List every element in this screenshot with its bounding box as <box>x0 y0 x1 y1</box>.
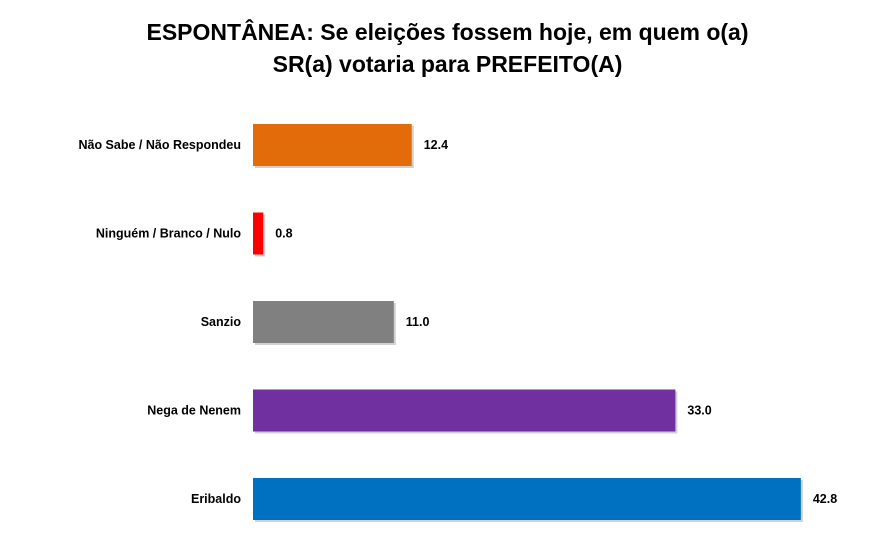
bar-group: Nega de Nenem 33.0 <box>147 389 712 434</box>
data-label: 0.8 <box>275 227 292 241</box>
bar-group: Eribaldo 42.8 <box>191 478 837 522</box>
chart-title-line-1: ESPONTÂNEA: Se eleições fossem hoje, em … <box>146 19 749 45</box>
data-label: 11.0 <box>406 315 430 329</box>
bar <box>253 478 801 520</box>
category-label: Nega de Nenem <box>147 404 241 418</box>
bar-group: Sanzio 11.0 <box>201 301 430 345</box>
data-label: 12.4 <box>424 138 448 152</box>
bar <box>253 124 412 166</box>
bar-group: Ninguém / Branco / Nulo 0.8 <box>96 212 293 257</box>
data-label: 33.0 <box>687 404 711 418</box>
chart-title: ESPONTÂNEA: Se eleições fossem hoje, em … <box>0 16 895 80</box>
category-label: Sanzio <box>201 315 242 329</box>
bar-group: Não Sabe / Não Respondeu 12.4 <box>78 124 448 168</box>
category-label: Ninguém / Branco / Nulo <box>96 227 242 241</box>
bar <box>253 212 264 255</box>
bar <box>253 389 676 432</box>
bar <box>253 301 394 343</box>
category-label: Eribaldo <box>191 492 241 506</box>
chart-title-line-2: SR(a) votaria para PREFEITO(A) <box>272 51 623 77</box>
data-label: 42.8 <box>813 492 837 506</box>
category-label: Não Sabe / Não Respondeu <box>78 138 241 152</box>
